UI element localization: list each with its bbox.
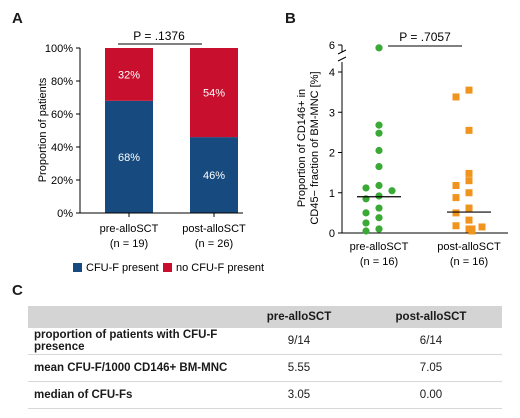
cfu-f-summary-table: pre-alloSCT post-alloSCT proportion of p… (28, 306, 502, 409)
stacked-bar-chart: 68% 32% 46% 54% 0% 20% 40% 60% 80% 100% pre-alloS… (37, 29, 264, 274)
y-tick-label: 3 (329, 107, 335, 119)
data-point (478, 223, 486, 231)
data-point (465, 86, 473, 94)
y-axis-label: Proportion of patients (37, 77, 49, 182)
data-point (452, 194, 460, 202)
significance-label: P = .1376 (133, 29, 185, 43)
data-point (465, 126, 473, 134)
data-point (375, 121, 383, 129)
data-point (465, 177, 473, 185)
data-point (375, 225, 383, 233)
y-tick-label: 4 (329, 67, 335, 79)
y-tick-label: 60% (51, 109, 73, 121)
bar-segment (105, 100, 153, 213)
bar-segment (190, 48, 238, 138)
table-cell: proportion of patients with CFU-F presen… (28, 328, 238, 355)
table-cell: 9/14 (238, 328, 360, 355)
bar-segment (105, 48, 153, 101)
bar-segment (190, 137, 238, 213)
y-tick-label: 40% (51, 142, 73, 154)
table-cell: 3.05 (238, 381, 360, 409)
data-point (362, 209, 370, 217)
x-tick-sublabel: (n = 19) (110, 238, 148, 250)
table-cell: median of CFU-Fs (28, 381, 238, 409)
legend-label: CFU-F present (86, 262, 159, 274)
table-cell: 5.55 (238, 354, 360, 382)
table-cell: 0.00 (360, 381, 502, 409)
table-cell: 7.05 (360, 354, 502, 382)
y-tick-label: 1 (329, 188, 335, 200)
y-tick-label: 100% (45, 43, 73, 55)
data-point (452, 182, 460, 190)
table-row: median of CFU-Fs 3.05 0.00 (28, 381, 502, 409)
table-header-cell (28, 306, 238, 328)
x-tick-label: post-alloSCT (437, 241, 501, 253)
data-point (375, 181, 383, 190)
y-tick-label: 2 (329, 148, 335, 160)
data-point (465, 169, 473, 177)
x-tick-sublabel: (n = 16) (360, 256, 398, 268)
data-point (465, 189, 473, 197)
data-point (375, 146, 383, 155)
legend-swatch (163, 263, 172, 272)
data-label: 54% (203, 88, 225, 100)
axis-break-mark (337, 49, 347, 55)
data-point (375, 162, 383, 171)
x-tick-sublabel: (n = 16) (450, 256, 488, 268)
data-point (375, 204, 383, 212)
axis-break-mark (337, 56, 347, 62)
y-tick-label: 80% (51, 76, 73, 88)
table-cell: mean CFU-F/1000 CD146+ BM-MNC (28, 354, 238, 382)
table-header-row: pre-alloSCT post-alloSCT (28, 306, 502, 328)
y-axis-label-line1: Proportion of CD146+ in (296, 89, 308, 207)
y-tick-label: 0 (329, 228, 335, 240)
x-tick-label: pre-alloSCT (100, 223, 159, 235)
dot-plot-chart: 0 1 2 3 4 6 pre-alloSCT (n = 16) post-alloSCT (n … (296, 30, 508, 268)
data-point (465, 204, 473, 212)
y-tick-label: 0% (57, 208, 73, 220)
data-point (375, 192, 383, 200)
panel-a-letter: A (12, 10, 23, 27)
y-axis-label-line2: CD45− fraction of BM-MNC [%] (309, 71, 321, 224)
data-point (452, 222, 460, 230)
data-label: 32% (118, 69, 140, 81)
table-cell: 6/14 (360, 328, 502, 355)
legend-label: no CFU-F present (176, 262, 264, 274)
data-point (465, 216, 473, 224)
data-point (452, 209, 460, 217)
x-tick-label: post-alloSCT (182, 223, 246, 235)
table-row: mean CFU-F/1000 CD146+ BM-MNC 5.55 7.05 (28, 354, 502, 382)
table-header-cell: post-alloSCT (360, 306, 502, 328)
data-point (375, 44, 383, 52)
data-point (362, 227, 370, 235)
x-tick-sublabel: (n = 26) (195, 238, 233, 250)
x-tick-label: pre-alloSCT (350, 241, 409, 253)
y-tick-label: 20% (51, 175, 73, 187)
panel-b-letter: B (285, 10, 296, 27)
data-label: 68% (118, 152, 140, 164)
data-point (375, 214, 383, 222)
data-point (388, 187, 396, 195)
data-point (362, 184, 370, 192)
data-label: 46% (203, 170, 225, 182)
significance-label: P = .7057 (399, 30, 451, 44)
legend-swatch (73, 263, 82, 272)
table-header-cell: pre-alloSCT (238, 306, 360, 328)
data-point (468, 227, 476, 235)
data-point (452, 93, 460, 101)
y-tick-label: 6 (329, 40, 335, 52)
data-point (375, 129, 383, 137)
panel-c-letter: C (12, 282, 23, 299)
table-row: proportion of patients with CFU-F presen… (28, 328, 502, 355)
data-point (362, 219, 370, 227)
